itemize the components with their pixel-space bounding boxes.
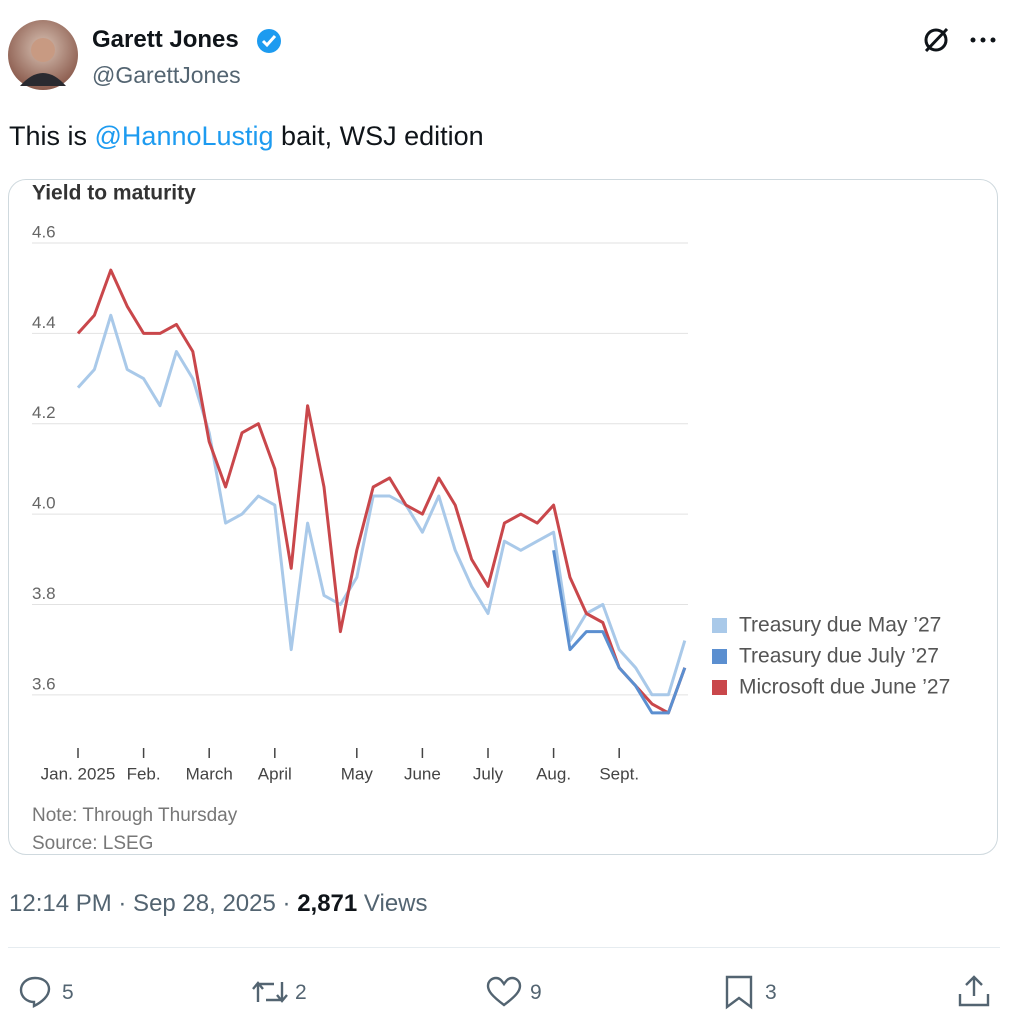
x-tick-label: Sept. <box>599 764 639 783</box>
chart-title: Yield to maturity <box>32 182 196 205</box>
legend-label: Treasury due July ’27 <box>739 645 939 668</box>
x-tick-label: May <box>341 764 374 783</box>
reply-icon[interactable] <box>18 974 52 1008</box>
reply-count: 5 <box>62 981 74 1004</box>
bookmark-count: 3 <box>765 981 777 1004</box>
y-tick-label: 3.6 <box>32 674 56 693</box>
share-icon[interactable] <box>956 974 992 1008</box>
timestamp: 12:14 PM · Sep 28, 2025 · 2,871 Views <box>9 890 428 918</box>
grok-icon[interactable] <box>920 24 952 56</box>
repost-count: 2 <box>295 981 307 1004</box>
chart-note: Note: Through Thursday <box>32 805 238 826</box>
legend-swatch <box>712 649 727 664</box>
avatar[interactable] <box>8 20 78 90</box>
legend-swatch <box>712 618 727 633</box>
like-icon[interactable] <box>486 976 522 1008</box>
bookmark-icon[interactable] <box>722 974 756 1010</box>
author-handle[interactable]: @GarettJones <box>92 62 241 88</box>
legend-label: Microsoft due June ’27 <box>739 676 950 699</box>
like-count: 9 <box>530 981 542 1004</box>
x-tick-label: Jan. 2025 <box>41 764 116 783</box>
y-tick-label: 4.0 <box>32 494 56 513</box>
mention[interactable]: @HannoLustig <box>94 121 274 151</box>
x-tick-label: Aug. <box>536 764 571 783</box>
series-line <box>76 313 687 697</box>
y-tick-label: 4.6 <box>32 223 56 242</box>
repost-icon[interactable] <box>250 976 290 1008</box>
x-tick-label: March <box>186 764 233 783</box>
media-card[interactable] <box>8 179 998 855</box>
x-tick-label: April <box>258 764 292 783</box>
legend-swatch <box>712 680 727 695</box>
verified-badge <box>257 29 281 53</box>
chart: Yield to maturity Note: Through Thursday… <box>32 182 950 854</box>
divider <box>8 947 1000 948</box>
text: bait, WSJ edition <box>273 121 484 151</box>
views-label: Views <box>363 890 428 917</box>
x-tick-label: June <box>404 764 441 783</box>
legend-label: Treasury due May ’27 <box>739 614 941 637</box>
tweet-text: This is @HannoLustig bait, WSJ edition <box>9 121 484 152</box>
x-tick-label: Feb. <box>127 764 161 783</box>
more-icon[interactable] <box>968 30 998 50</box>
views-count: 2,871 <box>297 890 358 917</box>
chart-source: Source: LSEG <box>32 833 153 854</box>
y-tick-label: 4.2 <box>32 403 56 422</box>
series-line <box>552 550 687 715</box>
y-tick-label: 4.4 <box>32 313 56 332</box>
x-tick-label: July <box>473 764 504 783</box>
time[interactable]: 12:14 PM · Sep 28, 2025 · <box>9 890 291 917</box>
author-name[interactable]: Garett Jones <box>92 26 239 53</box>
y-tick-label: 3.8 <box>32 584 56 603</box>
series-line <box>76 268 687 715</box>
text: This is <box>9 121 95 151</box>
